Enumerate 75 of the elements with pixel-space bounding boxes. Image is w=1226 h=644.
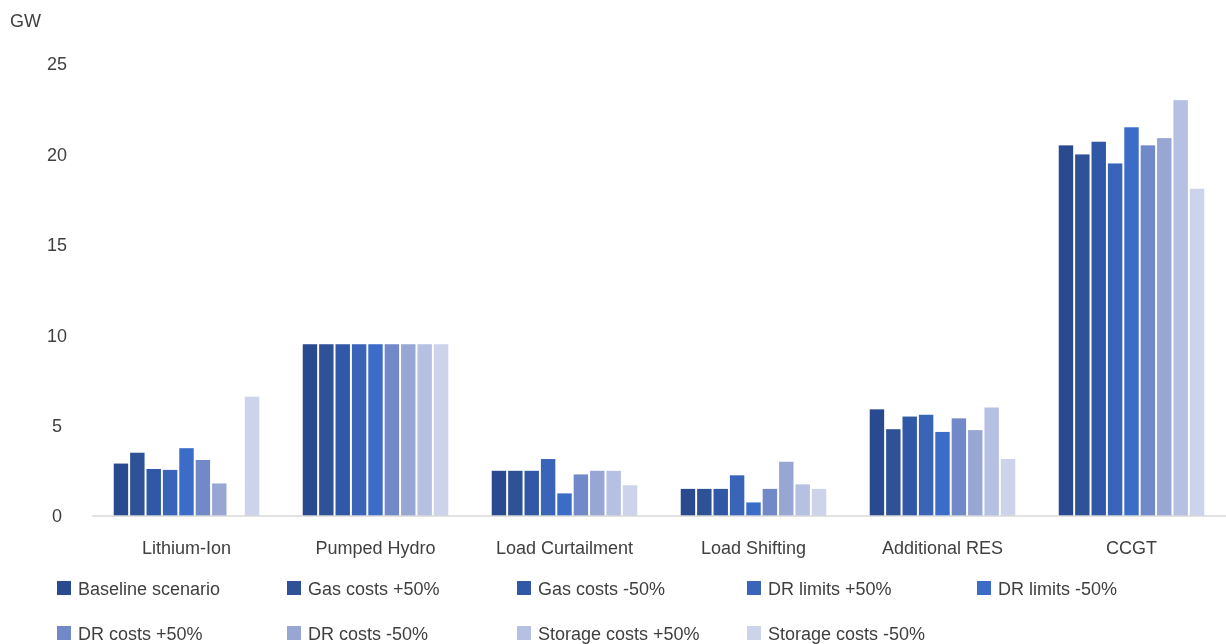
bar: [146, 468, 161, 516]
bar: [886, 429, 901, 516]
x-tick-label: Load Curtailment: [495, 538, 634, 558]
bar: [244, 396, 260, 516]
y-axis-title: GW: [10, 11, 41, 31]
bar: [918, 414, 934, 516]
bar: [1157, 138, 1172, 516]
bar: [1140, 145, 1156, 516]
bar: [762, 488, 778, 516]
x-tick-label: Pumped Hydro: [315, 538, 436, 558]
bar: [1000, 459, 1016, 516]
bar: [195, 459, 211, 516]
legend-label: Gas costs +50%: [308, 579, 440, 600]
legend-label: Baseline scenario: [78, 579, 221, 600]
bar: [811, 488, 827, 516]
x-tick-label: CCGT: [1106, 538, 1157, 558]
bar: [1173, 100, 1188, 516]
x-tick-label: Lithium-Ion: [141, 538, 232, 558]
bar: [557, 493, 572, 516]
bar: [162, 469, 178, 516]
bar: [606, 470, 621, 516]
bar: [697, 488, 712, 516]
bar: [401, 344, 416, 516]
bar: [951, 418, 967, 516]
bar: [335, 344, 350, 516]
bar: [729, 475, 745, 516]
bar: [179, 448, 194, 516]
legend-label: DR costs +50%: [78, 624, 203, 644]
bar: [319, 344, 334, 516]
bar: [302, 344, 318, 516]
bar: [384, 344, 400, 516]
bar: [417, 344, 432, 516]
legend-label: Storage costs +50%: [538, 624, 700, 644]
bar: [1058, 145, 1074, 516]
bar: [130, 452, 145, 516]
bar: [935, 431, 950, 516]
bar: [902, 416, 917, 516]
y-tick-label: 10: [46, 325, 68, 346]
bar: [795, 484, 810, 516]
bar: [1075, 154, 1090, 516]
y-tick-label: 0: [51, 506, 63, 527]
y-tick-label: 5: [51, 415, 63, 436]
bar: [713, 488, 728, 516]
legend-label: DR limits -50%: [998, 579, 1118, 600]
bar: [984, 407, 999, 516]
bar: [540, 459, 556, 516]
bar: [869, 409, 885, 516]
bar: [113, 463, 129, 516]
y-tick-label: 15: [46, 235, 68, 256]
bar: [1107, 163, 1123, 516]
bar: [524, 470, 539, 516]
bar: [1189, 188, 1205, 516]
bar: [573, 474, 589, 516]
y-tick-label: 25: [46, 54, 68, 75]
bar: [212, 483, 227, 516]
bar: [508, 470, 523, 516]
bar: [746, 502, 761, 516]
bar: [779, 461, 794, 516]
x-tick-label: Load Shifting: [700, 538, 807, 558]
bar: [622, 485, 638, 516]
legend-label: DR costs -50%: [308, 624, 429, 644]
y-tick-label: 20: [46, 144, 68, 165]
bar: [368, 344, 383, 516]
legend-label: Gas costs -50%: [538, 579, 666, 600]
bar: [1124, 127, 1139, 516]
legend-label: DR limits +50%: [768, 579, 892, 600]
bar: [351, 344, 367, 516]
bar: [491, 470, 507, 516]
legend-label: Storage costs -50%: [768, 624, 926, 644]
x-tick-label: Additional RES: [881, 538, 1004, 558]
bar: [1091, 141, 1106, 516]
bar: [433, 344, 449, 516]
bar: [680, 488, 696, 516]
bar: [590, 470, 605, 516]
bar: [968, 430, 983, 516]
